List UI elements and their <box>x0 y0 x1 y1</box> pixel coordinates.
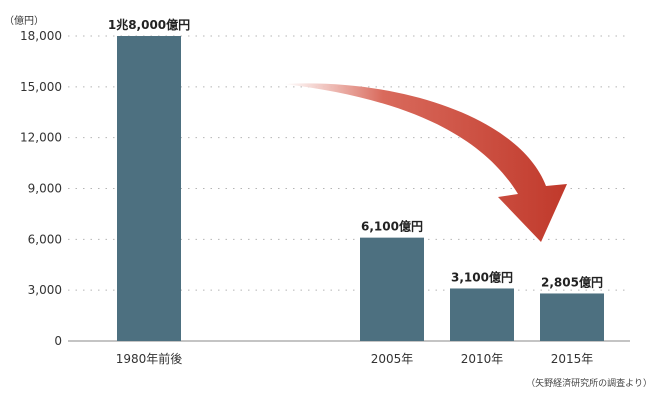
bars <box>117 36 604 341</box>
bar <box>540 293 604 341</box>
y-tick-label: 6,000 <box>28 232 62 246</box>
y-tick-label: 12,000 <box>20 131 62 145</box>
decline-arrow <box>284 83 567 242</box>
category-label: 2005年 <box>371 352 414 366</box>
bar <box>360 237 424 341</box>
y-axis-unit: （億円） <box>4 14 44 27</box>
y-axis-ticks: 0 3,000 6,000 9,000 12,000 15,000 18,000 <box>20 29 62 348</box>
x-axis-tick-labels: 1980年前後 2005年 2010年 2015年 <box>116 351 594 366</box>
data-labels: 1兆8,000億円 6,100億円 3,100億円 2,805億円 <box>108 17 603 289</box>
bar-value-label: 1兆8,000億円 <box>108 17 190 32</box>
y-tick-label: 9,000 <box>28 182 62 196</box>
bar-value-label: 2,805億円 <box>541 274 603 289</box>
category-label: 2015年 <box>551 352 594 366</box>
y-tick-label: 3,000 <box>28 283 62 297</box>
bar <box>450 288 514 341</box>
bar <box>117 36 181 341</box>
bar-value-label: 3,100億円 <box>451 269 513 284</box>
y-tick-label: 18,000 <box>20 29 62 43</box>
source-note: （矢野経済研究所の調査より） <box>526 377 652 389</box>
y-tick-label: 0 <box>54 334 62 348</box>
y-tick-label: 15,000 <box>20 80 62 94</box>
category-label: 1980年前後 <box>116 351 183 366</box>
bar-value-label: 6,100億円 <box>361 219 423 234</box>
category-label: 2010年 <box>461 352 504 366</box>
